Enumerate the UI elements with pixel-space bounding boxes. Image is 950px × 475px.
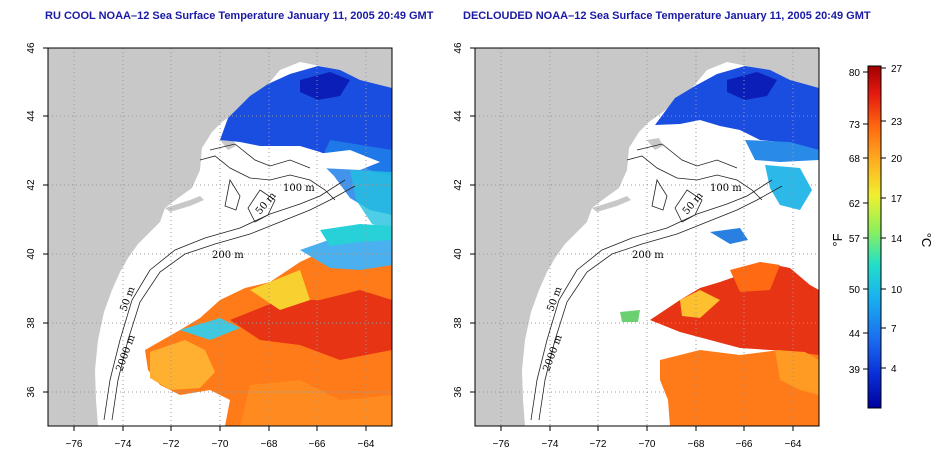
panel-title-left: RU COOL NOAA–12 Sea Surface Temperature …	[45, 10, 434, 22]
lon-tick-label: −64	[358, 439, 375, 450]
map-panel-left: 100 m 50 m 200 m 50 m 2000 m −76 −74 −72…	[26, 42, 393, 450]
lat-tick-label: 36	[26, 386, 37, 398]
sst-warm-patches-right	[650, 262, 819, 360]
lon-tick-label: −64	[785, 439, 802, 450]
lat-tick-label: 36	[453, 386, 464, 398]
map-panel-right: 100 m 50 m 200 m 50 m 2000 m −76 −74 −72…	[453, 42, 820, 450]
fahrenheit-tick-label: 44	[849, 329, 861, 340]
lon-tick-label: −68	[688, 439, 705, 450]
lon-tick-label: −66	[309, 439, 326, 450]
fahrenheit-unit-label: °F	[830, 233, 845, 246]
fahrenheit-tick-label: 73	[849, 120, 861, 131]
lat-tick-label: 42	[26, 179, 37, 191]
lon-tick-label: −72	[163, 439, 180, 450]
lon-tick-label: −66	[736, 439, 753, 450]
lon-tick-label: −76	[493, 439, 510, 450]
celsius-tick-label: 4	[891, 364, 897, 375]
lat-tick-label: 44	[26, 110, 37, 122]
lon-tick-label: −70	[639, 439, 656, 450]
fahrenheit-tick-label: 80	[849, 68, 861, 79]
lon-tick-label: −70	[212, 439, 229, 450]
celsius-tick-label: 17	[891, 194, 903, 205]
contour-label: 100 m	[710, 183, 742, 194]
celsius-tick-label: 7	[891, 324, 897, 335]
celsius-tick-label: 23	[891, 117, 903, 128]
lat-tick-label: 42	[453, 179, 464, 191]
contour-label: 100 m	[283, 183, 315, 194]
lon-tick-label: −74	[542, 439, 559, 450]
land-left	[48, 48, 392, 426]
celsius-tick-label: 20	[891, 154, 903, 165]
sst-gulf-of-maine-right	[655, 66, 819, 150]
fahrenheit-tick-label: 50	[849, 285, 861, 296]
lat-tick-label: 40	[26, 248, 37, 260]
celsius-tick-label: 14	[891, 234, 903, 245]
land-right	[475, 48, 819, 426]
colorbar-gradient	[867, 65, 882, 409]
lat-tick-label: 38	[26, 317, 37, 329]
fahrenheit-tick-label: 39	[849, 365, 861, 376]
contour-label: 200 m	[212, 250, 244, 261]
lon-tick-label: −76	[66, 439, 83, 450]
lat-tick-label: 44	[453, 110, 464, 122]
celsius-tick-label: 27	[891, 64, 903, 75]
fahrenheit-tick-label: 57	[849, 234, 861, 245]
lat-tick-label: 40	[453, 248, 464, 260]
lat-tick-label: 46	[26, 42, 37, 54]
fahrenheit-tick-label: 62	[849, 199, 861, 210]
lon-tick-label: −74	[115, 439, 132, 450]
lon-tick-label: −68	[261, 439, 278, 450]
lat-tick-label: 46	[453, 42, 464, 54]
lat-tick-label: 38	[453, 317, 464, 329]
colorbar: 80 73 68 62 57 50 44 39 27 23 20 17 14 1…	[830, 64, 934, 409]
contour-label: 200 m	[632, 250, 664, 261]
fahrenheit-tick-label: 68	[849, 154, 861, 165]
lon-tick-label: −72	[590, 439, 607, 450]
celsius-tick-label: 10	[891, 285, 903, 296]
celsius-unit-label: °C	[919, 233, 934, 248]
panel-title-right: DECLOUDED NOAA–12 Sea Surface Temperatur…	[463, 10, 871, 22]
